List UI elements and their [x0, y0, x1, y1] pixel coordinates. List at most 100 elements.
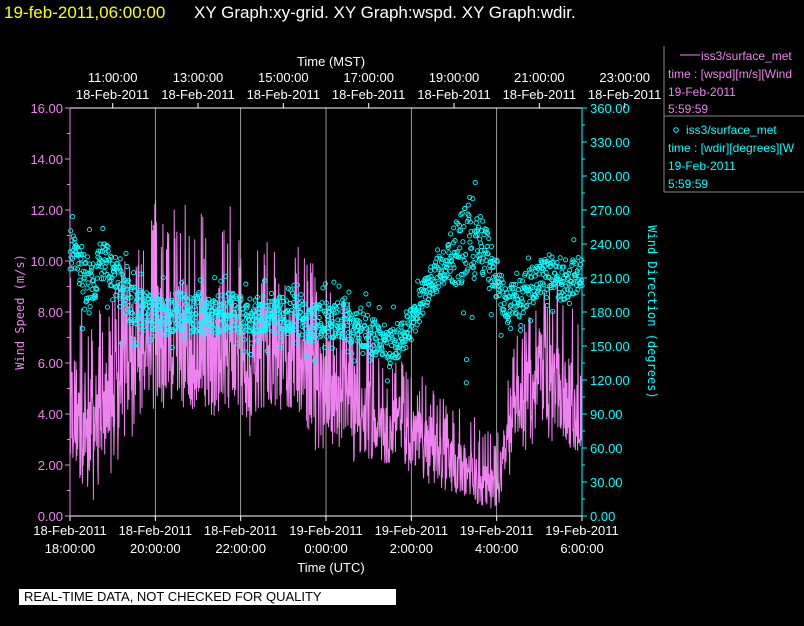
wind-direction-point [399, 320, 405, 326]
x-tick-bottom-time: 2:00:00 [390, 541, 433, 556]
wind-direction-point [465, 266, 471, 272]
wind-direction-point [379, 346, 385, 352]
wind-direction-point [311, 328, 317, 335]
wind-direction-point [498, 332, 504, 338]
wind-direction-point [90, 261, 96, 267]
wind-direction-point [558, 281, 565, 287]
wind-direction-point [72, 236, 78, 242]
wind-direction-point [293, 294, 299, 300]
y-tick-right-label: 150.00 [590, 339, 630, 354]
wind-direction-point [320, 285, 326, 291]
wind-direction-point [148, 299, 154, 305]
wind-direction-point [164, 320, 170, 326]
wind-direction-point [241, 329, 247, 335]
wind-direction-point [376, 305, 382, 311]
wind-direction-point [308, 324, 314, 330]
wind-direction-point [119, 272, 125, 278]
wind-direction-point [360, 311, 366, 317]
wind-direction-point [463, 380, 469, 386]
y-tick-right-label: 60.00 [590, 441, 623, 456]
wind-direction-point [425, 274, 431, 280]
wind-direction-point [283, 326, 289, 332]
wind-direction-point [570, 291, 577, 297]
wind-direction-point [334, 324, 340, 330]
wind-direction-point [222, 273, 228, 279]
wind-direction-point [441, 280, 447, 286]
wind-direction-point [92, 295, 98, 301]
wind-direction-point [348, 337, 354, 343]
wind-direction-point [548, 284, 554, 290]
wind-direction-point [402, 338, 408, 344]
wind-direction-point [283, 298, 289, 304]
wind-direction-point [343, 316, 350, 322]
wind-direction-point [312, 334, 318, 340]
wind-direction-point [552, 270, 558, 276]
wind-direction-point [179, 280, 185, 286]
wind-direction-point [511, 292, 517, 298]
wind-direction-point [338, 324, 344, 330]
x-tick-bottom-time: 22:00:00 [215, 541, 266, 556]
wind-direction-point [86, 227, 93, 233]
wind-direction-point [473, 220, 479, 226]
wind-direction-point [266, 320, 272, 327]
wind-direction-point [415, 278, 421, 284]
wind-direction-point [541, 282, 547, 288]
y-tick-left-label: 10.00 [30, 254, 63, 269]
wind-direction-point [471, 275, 477, 282]
wind-direction-point [249, 340, 255, 346]
legend-dir-date: 19-Feb-2011 [668, 159, 736, 173]
wind-direction-point [192, 318, 198, 324]
wind-direction-point [252, 324, 258, 330]
wind-direction-point [295, 332, 301, 338]
wind-direction-point [450, 262, 456, 268]
wind-direction-point [513, 281, 519, 288]
y-tick-left-label: 8.00 [38, 305, 63, 320]
x-tick-bottom-date: 18-Feb-2011 [119, 523, 192, 538]
wind-direction-point [189, 311, 196, 317]
x-tick-top-time: 19:00:00 [429, 70, 480, 85]
wind-direction-point [472, 180, 478, 186]
wind-direction-point [524, 303, 530, 309]
wind-direction-point [440, 249, 446, 255]
wind-direction-point [274, 300, 280, 306]
wind-direction-point [551, 285, 557, 291]
wind-direction-point [104, 304, 111, 310]
wind-direction-point [476, 258, 482, 264]
wind-direction-point [496, 272, 502, 278]
wind-direction-point [96, 263, 102, 269]
wind-direction-point [390, 326, 396, 332]
wind-direction-point [80, 289, 86, 295]
wind-direction-point [475, 248, 481, 254]
wind-direction-point [117, 256, 123, 262]
wind-direction-point [98, 276, 104, 282]
legend-speed-time: 5:59:59 [668, 102, 708, 116]
x-tick-top-date: 18-Feb-2011 [161, 87, 234, 102]
legend-dir-var: time : [wdir][degrees][W [668, 141, 795, 155]
wind-direction-point [561, 264, 567, 270]
wind-direction-point [252, 303, 258, 309]
wind-direction-point [262, 326, 268, 332]
wind-direction-point [268, 290, 274, 296]
wind-direction-point [365, 342, 371, 348]
wind-direction-point [262, 278, 268, 284]
wind-direction-point [556, 264, 562, 270]
wind-direction-point [376, 324, 382, 330]
wind-direction-point [366, 301, 372, 307]
wind-direction-point [157, 292, 163, 298]
wind-direction-point [135, 316, 141, 322]
wind-direction-point [213, 299, 219, 305]
wind-direction-point [197, 322, 203, 329]
wind-direction-point [340, 330, 346, 336]
wind-direction-point [246, 317, 253, 323]
wind-direction-point [165, 317, 171, 323]
wind-direction-point [307, 338, 313, 345]
wind-direction-point [177, 296, 183, 302]
wind-direction-point [336, 283, 342, 289]
x-tick-bottom-time: 0:00:00 [304, 541, 347, 556]
wind-direction-point [275, 321, 281, 327]
wind-direction-point [68, 228, 74, 234]
wind-direction-point [416, 318, 423, 325]
wind-direction-point [459, 210, 465, 216]
wind-direction-point [129, 310, 136, 317]
y-tick-left-label: 16.00 [30, 101, 63, 116]
